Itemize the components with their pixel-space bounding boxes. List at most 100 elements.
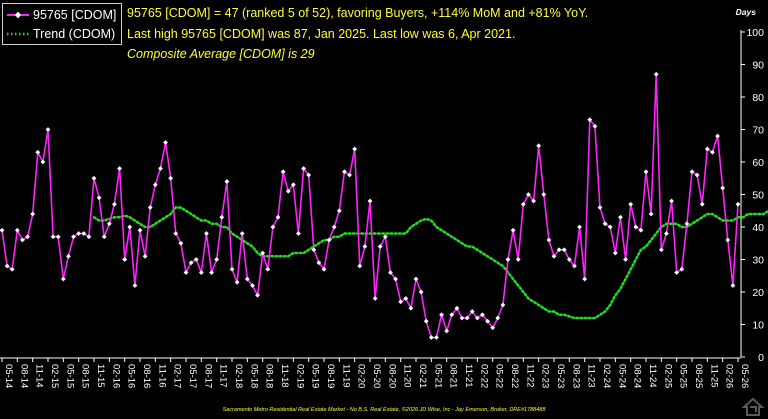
- data-point: [280, 169, 286, 175]
- data-point: [326, 237, 332, 243]
- x-tick-label: 08-15: [80, 364, 91, 388]
- data-point: [561, 247, 567, 253]
- data-point: [239, 231, 245, 236]
- data-point: [694, 172, 700, 178]
- data-point: [653, 71, 659, 77]
- x-tick-label: 02-25: [662, 364, 673, 388]
- x-tick-label: 05-18: [248, 364, 259, 388]
- trend-series: [92, 206, 768, 320]
- x-tick-label: 02-20: [356, 364, 367, 388]
- x-tick-label: 11-18: [279, 364, 290, 388]
- data-point: [270, 224, 276, 230]
- data-point: [321, 266, 327, 272]
- data-point: [158, 166, 163, 171]
- data-point: [720, 185, 726, 191]
- x-tick-label: 08-23: [570, 364, 581, 388]
- x-tick-label: 08-18: [264, 364, 275, 388]
- data-point: [142, 253, 148, 259]
- x-tick-label: 08-24: [632, 364, 643, 388]
- x-tick-label: 11-20: [402, 364, 413, 388]
- data-point: [71, 234, 76, 240]
- data-point: [648, 211, 654, 217]
- data-point: [352, 146, 358, 152]
- data-point: [669, 198, 674, 204]
- footer-credit: Sacramento Metro Residential Real Estate…: [222, 407, 546, 413]
- x-tick-label: 02-19: [294, 364, 305, 388]
- data-point: [403, 296, 409, 301]
- data-point: [178, 240, 184, 246]
- legend-item-trend: Trend (CDOM): [7, 25, 115, 43]
- data-point: [132, 283, 138, 288]
- data-point: [342, 169, 347, 175]
- data-point: [449, 312, 455, 318]
- data-point: [163, 140, 168, 145]
- x-tick-label: 02-24: [601, 364, 612, 388]
- data-point: [265, 266, 271, 272]
- data-point: [377, 244, 383, 249]
- headline-composite-average: Composite Average [CDOM] is 29: [127, 47, 315, 61]
- data-point: [428, 335, 434, 340]
- data-point: [250, 283, 255, 288]
- x-tick-label: 02-17: [172, 364, 183, 388]
- data-point: [193, 257, 199, 262]
- data-point: [531, 198, 536, 204]
- data-point: [408, 305, 414, 311]
- data-point: [710, 149, 715, 155]
- data-point: [674, 270, 680, 275]
- logo-icon: [741, 397, 765, 416]
- data-point: [122, 257, 128, 262]
- y-tick-label: 0: [758, 352, 764, 364]
- data-point: [214, 257, 220, 262]
- x-tick-label: 05-26: [739, 364, 750, 388]
- data-point: [730, 283, 736, 288]
- data-point: [413, 276, 419, 282]
- x-tick-label: 02-23: [540, 364, 551, 388]
- data-point: [612, 250, 618, 256]
- data-point: [204, 231, 209, 236]
- y-tick-label: 50: [752, 190, 764, 202]
- data-point: [316, 260, 322, 266]
- data-point: [347, 172, 352, 178]
- data-point: [25, 234, 30, 240]
- data-point: [520, 201, 526, 207]
- x-tick-label: 08-16: [141, 364, 152, 388]
- y-axis-title: Days: [735, 7, 756, 17]
- data-point: [173, 231, 179, 236]
- x-tick-label: 08-17: [202, 364, 213, 388]
- data-point: [495, 315, 501, 321]
- x-tick-label: 11-21: [463, 364, 474, 388]
- data-point: [725, 237, 731, 243]
- y-tick-label: 30: [752, 255, 764, 267]
- data-point: [76, 231, 82, 236]
- x-tick-label: 11-15: [95, 364, 106, 388]
- data-point: [357, 263, 363, 269]
- data-point: [81, 231, 87, 236]
- data-point: [679, 266, 685, 272]
- data-point: [290, 182, 296, 188]
- data-point: [398, 299, 404, 305]
- data-point: [541, 192, 547, 197]
- data-point: [664, 231, 669, 236]
- data-point: [684, 221, 690, 227]
- data-point: [382, 234, 388, 240]
- x-tick-label: 02-15: [49, 364, 60, 388]
- data-point: [536, 143, 542, 149]
- data-point: [510, 227, 516, 233]
- data-point: [618, 214, 623, 220]
- data-point: [14, 227, 20, 233]
- y-tick-label: 100: [746, 27, 764, 39]
- x-tick-label: 11-17: [218, 364, 229, 388]
- chart-legend: 95765 [CDOM] Trend (CDOM): [2, 3, 122, 45]
- data-point: [469, 309, 475, 314]
- data-point: [587, 117, 593, 123]
- data-point: [152, 182, 158, 188]
- data-point: [556, 247, 562, 253]
- data-point: [209, 270, 214, 275]
- data-point: [490, 325, 496, 331]
- x-tick-label: 02-26: [724, 364, 735, 388]
- data-point: [602, 221, 608, 227]
- data-point: [715, 133, 720, 139]
- data-point: [628, 201, 634, 207]
- data-point: [96, 195, 102, 201]
- data-point: [311, 247, 317, 253]
